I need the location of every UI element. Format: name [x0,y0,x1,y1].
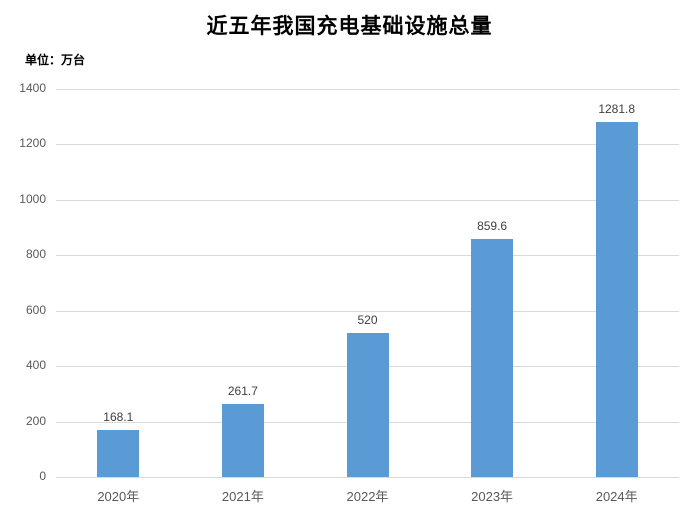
x-tick-label: 2022年 [346,489,389,504]
x-tick-label: 2024年 [595,489,638,504]
y-tick-label: 600 [25,302,46,317]
y-tick-label: 400 [25,358,46,373]
y-tick-label: 1200 [19,136,46,151]
gridline [56,144,679,146]
x-tick-label: 2020年 [97,489,140,504]
bar-value-label: 168.1 [103,410,134,425]
plot-area: 168.1 261.7 520 859.6 1281.8 [56,89,679,478]
y-tick-label: 0 [39,469,46,483]
unit-label: 单位：万台 [25,53,86,67]
x-axis-line [56,477,679,478]
bar [221,404,264,477]
bar [346,332,389,477]
bar [595,121,638,477]
bar-value-label: 859.6 [477,218,508,233]
chart-title: 近五年我国充电基础设施总量 [206,14,493,38]
bar-value-label: 520 [357,312,378,327]
gridline [56,199,679,201]
y-tick-label: 800 [25,247,46,262]
y-tick-label: 1400 [19,81,46,95]
bar-value-label: 1281.8 [598,101,636,116]
bar [471,238,514,477]
x-tick-label: 2023年 [471,489,514,504]
gridline [56,310,679,312]
gridline [56,255,679,257]
bar [97,430,140,477]
gridline [56,89,679,90]
bar-value-label: 261.7 [227,384,258,399]
y-tick-label: 1000 [19,191,46,206]
x-tick-label: 2021年 [221,489,264,504]
y-tick-label: 200 [25,413,46,428]
